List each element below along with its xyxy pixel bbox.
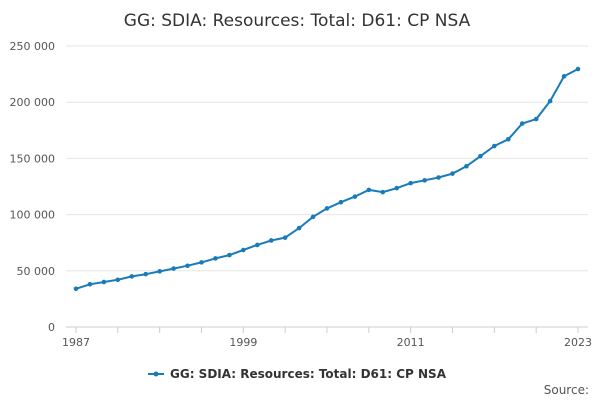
series xyxy=(73,66,581,292)
grid xyxy=(66,45,588,272)
data-point xyxy=(561,74,567,79)
data-point xyxy=(380,189,386,195)
data-point xyxy=(492,143,497,149)
data-point xyxy=(254,242,260,248)
data-point xyxy=(450,171,455,176)
x-tick-label: 1987 xyxy=(62,336,90,349)
data-point xyxy=(436,175,441,180)
axes: 0 50 000 100 000 150 000 200 000 250 000 1987 1… xyxy=(10,40,593,349)
data-point xyxy=(575,66,581,72)
data-point xyxy=(213,256,218,261)
y-tick-label: 150 000 xyxy=(10,152,56,165)
data-point xyxy=(394,185,400,191)
data-point xyxy=(143,271,149,277)
data-point xyxy=(408,180,413,186)
data-point xyxy=(185,263,190,269)
legend-label: GG: SDIA: Resources: Total: D61: CP NSA xyxy=(170,367,447,381)
legend[interactable]: GG: SDIA: Resources: Total: D61: CP NSA xyxy=(148,367,447,381)
data-point xyxy=(338,199,344,205)
source-label: Source: xyxy=(544,383,589,397)
data-point xyxy=(478,153,483,159)
data-point xyxy=(129,274,135,279)
x-tick-label: 2011 xyxy=(397,336,425,349)
data-point xyxy=(282,235,288,240)
data-point xyxy=(101,279,107,285)
y-tick-label: 50 000 xyxy=(17,265,56,278)
data-point xyxy=(310,214,316,220)
data-point xyxy=(519,121,525,126)
y-tick-label: 100 000 xyxy=(10,209,56,222)
data-point xyxy=(268,238,274,243)
data-point xyxy=(157,269,162,274)
x-tick-label: 1999 xyxy=(229,336,257,349)
data-point xyxy=(366,187,372,193)
data-point xyxy=(464,163,469,169)
data-point xyxy=(422,178,427,183)
data-point xyxy=(296,225,302,231)
data-point xyxy=(227,252,232,258)
data-point xyxy=(324,206,330,211)
y-tick-label: 250 000 xyxy=(10,40,56,53)
legend-dot-marker xyxy=(153,371,159,377)
data-point xyxy=(241,247,246,253)
data-point xyxy=(533,116,539,122)
data-point xyxy=(352,194,358,199)
data-point xyxy=(115,277,121,283)
y-tick-label: 200 000 xyxy=(10,96,56,109)
data-point xyxy=(505,136,511,142)
data-point xyxy=(87,281,93,287)
x-tick-label: 2023 xyxy=(564,336,592,349)
data-point xyxy=(199,260,204,265)
data-point xyxy=(171,266,176,271)
data-point xyxy=(73,286,79,292)
chart-title: GG: SDIA: Resources: Total: D61: CP NSA xyxy=(124,11,471,31)
y-tick-label: 0 xyxy=(48,321,55,334)
data-point xyxy=(547,98,553,104)
